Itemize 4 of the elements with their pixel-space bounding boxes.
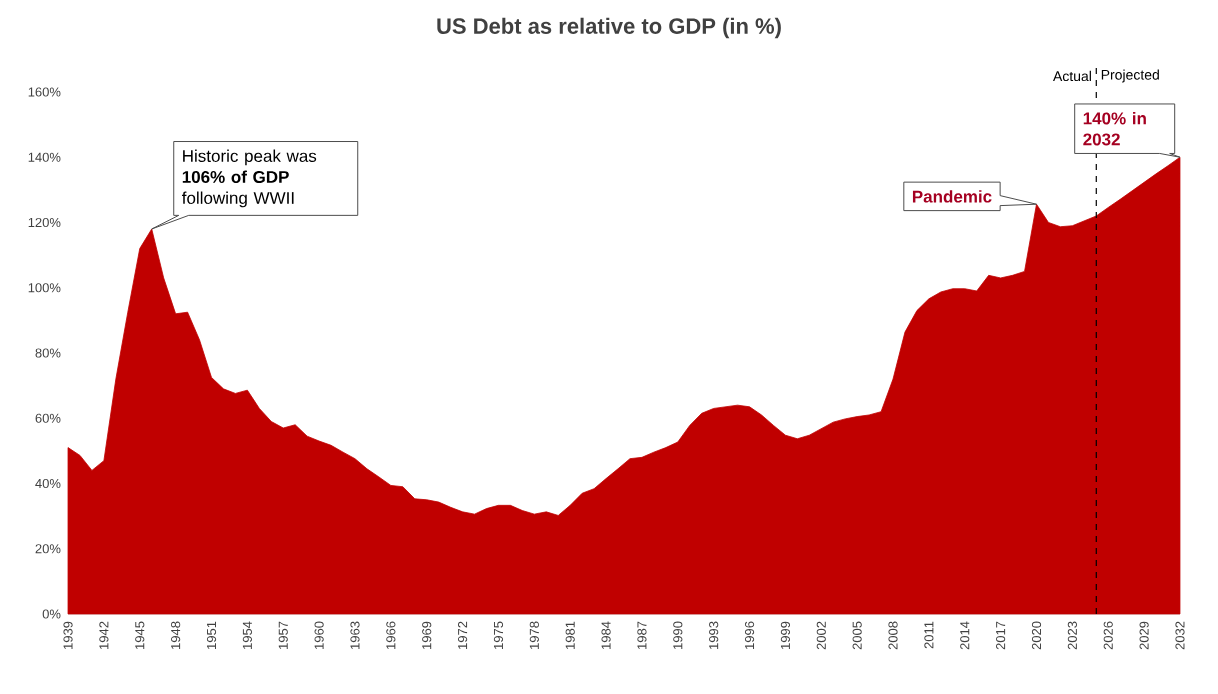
annotation: Historic peak was 106% of GDP following WWII xyxy=(181,149,317,208)
annotation: 140% in 2032 xyxy=(1083,111,1146,146)
chart-title: US Debt as relative to GDP (in %) xyxy=(437,17,781,39)
annotation: Pandemic xyxy=(912,190,992,203)
